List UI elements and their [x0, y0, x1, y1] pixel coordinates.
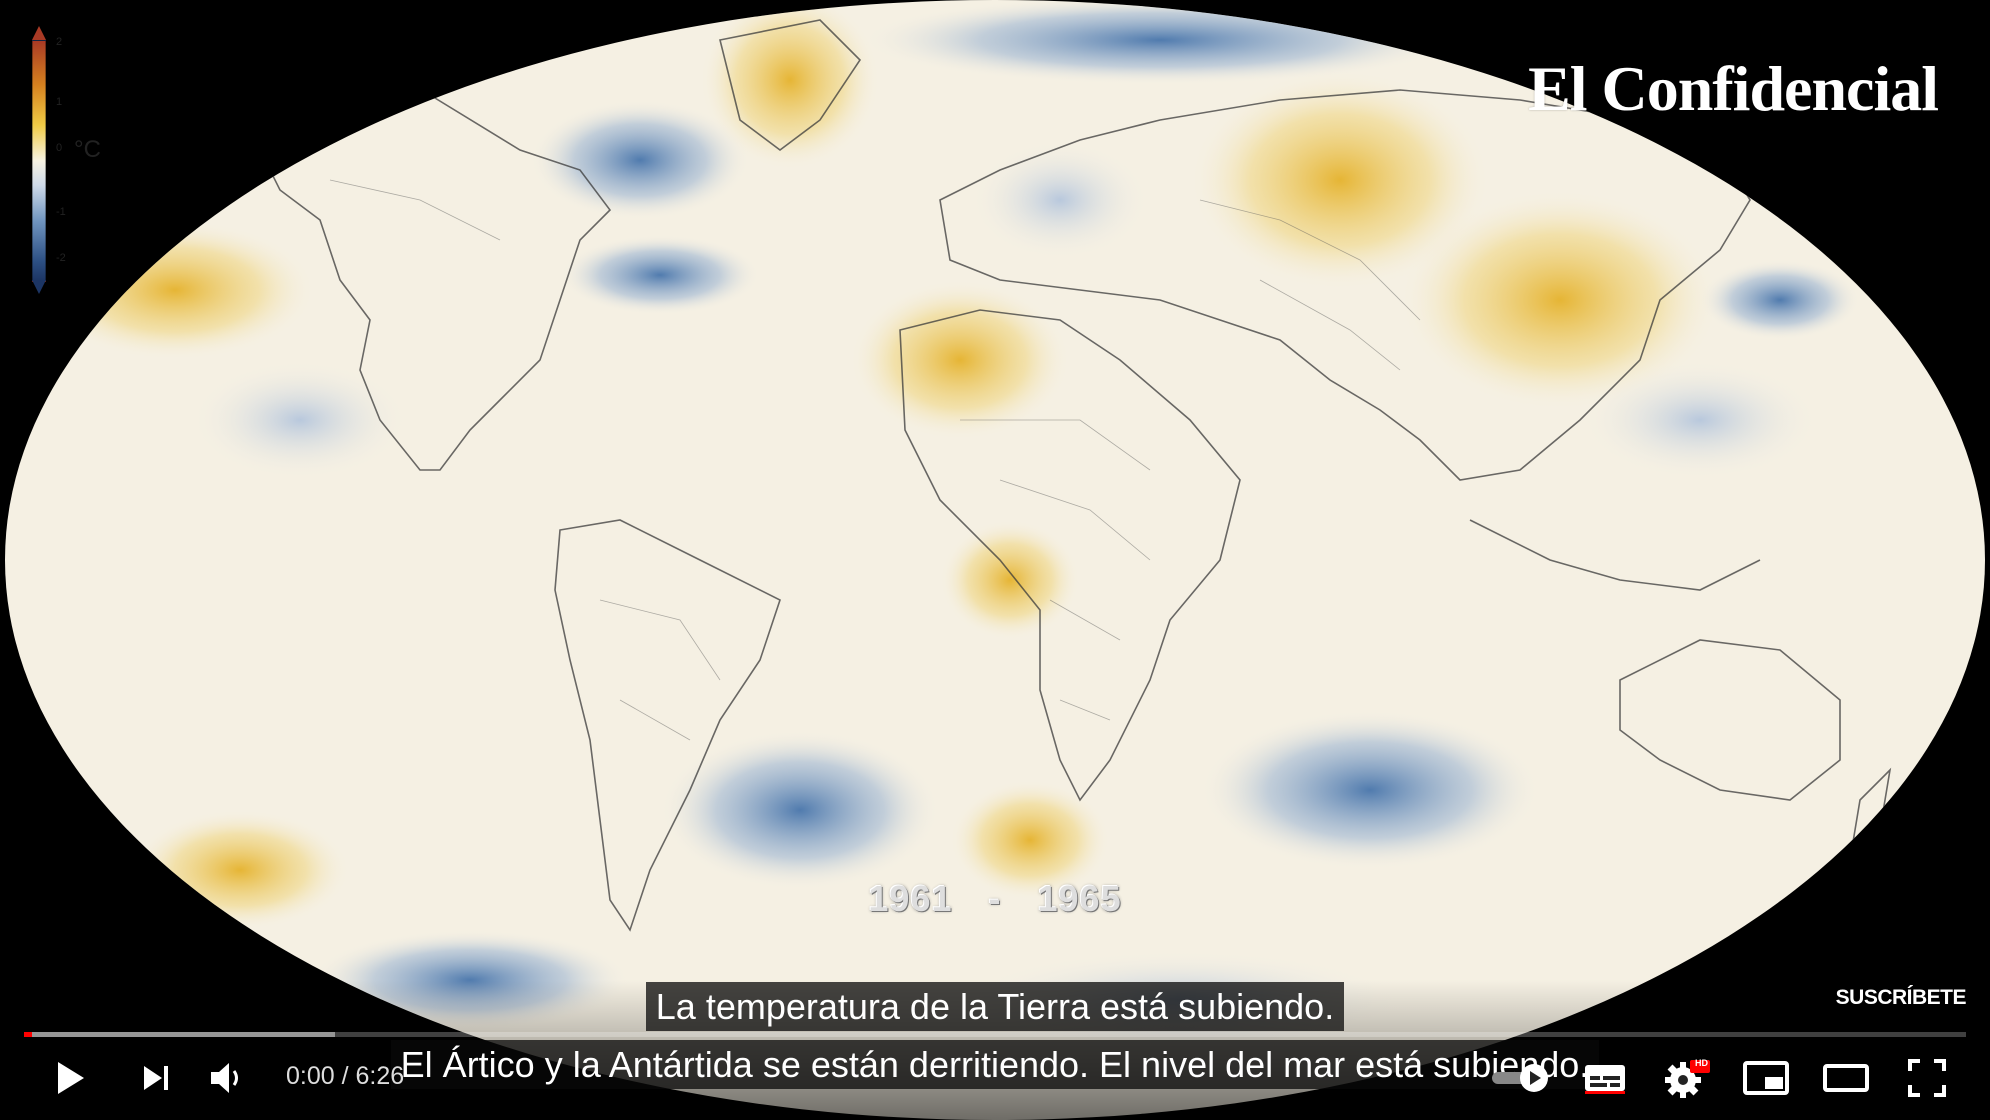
channel-brand-logo: El Confidencial	[1528, 53, 1939, 124]
fullscreen-icon	[1908, 1059, 1946, 1097]
caption-line-1: La temperatura de la Tierra está subiend…	[0, 982, 1990, 1031]
legend-unit: °C	[74, 136, 101, 163]
legend-tick: -1	[56, 206, 66, 218]
miniplayer-icon	[1743, 1061, 1789, 1095]
volume-button[interactable]	[206, 1040, 250, 1116]
settings-button[interactable]: HD	[1660, 1040, 1714, 1116]
legend-tick: 2	[56, 36, 63, 48]
hd-badge: HD	[1695, 1058, 1708, 1068]
autoplay-toggle[interactable]	[1486, 1040, 1558, 1116]
progress-loaded	[24, 1032, 335, 1037]
legend-cap-top	[32, 26, 46, 40]
play-icon	[58, 1062, 84, 1094]
caption-text: La temperatura de la Tierra está subiend…	[645, 982, 1345, 1031]
legend-tick: 1	[56, 96, 63, 108]
autoplay-toggle-icon	[1492, 1064, 1548, 1092]
legend-tick: 0	[56, 142, 63, 154]
legend-tick: -2	[56, 252, 66, 264]
continent-outlines	[248, 19, 1892, 932]
settings-icon	[1665, 1060, 1710, 1098]
year-range: 1961-1965	[0, 878, 1990, 920]
theater-mode-button[interactable]	[1820, 1040, 1872, 1116]
caption-line-2: El Ártico y la Antártida se están derrit…	[0, 1040, 1990, 1089]
legend-cap-bottom	[32, 280, 46, 294]
player-controls: HD	[0, 1040, 1990, 1116]
time-display: 0:00 / 6:26	[286, 1062, 405, 1090]
fullscreen-button[interactable]	[1902, 1040, 1952, 1116]
year-separator: -	[988, 878, 1002, 919]
progress-bar[interactable]	[24, 1032, 1966, 1037]
caption-text: El Ártico y la Antártida se están derrit…	[390, 1040, 1600, 1089]
volume-icon	[211, 1063, 238, 1093]
temperature-legend: 2 1 0 -1 -2 °C	[26, 26, 146, 294]
progress-played	[24, 1032, 32, 1037]
subscribe-watermark[interactable]: SUSCRÍBETE	[1835, 986, 1967, 1009]
next-icon	[144, 1066, 168, 1090]
play-button[interactable]	[46, 1040, 96, 1116]
miniplayer-button[interactable]	[1740, 1040, 1792, 1116]
next-button[interactable]	[136, 1040, 176, 1116]
year-end: 1965	[1037, 878, 1122, 919]
subtitles-icon	[1585, 1065, 1625, 1094]
year-start: 1961	[868, 878, 953, 919]
theater-mode-icon	[1823, 1064, 1869, 1092]
subtitles-button[interactable]	[1580, 1040, 1630, 1116]
legend-color-bar	[32, 40, 46, 282]
